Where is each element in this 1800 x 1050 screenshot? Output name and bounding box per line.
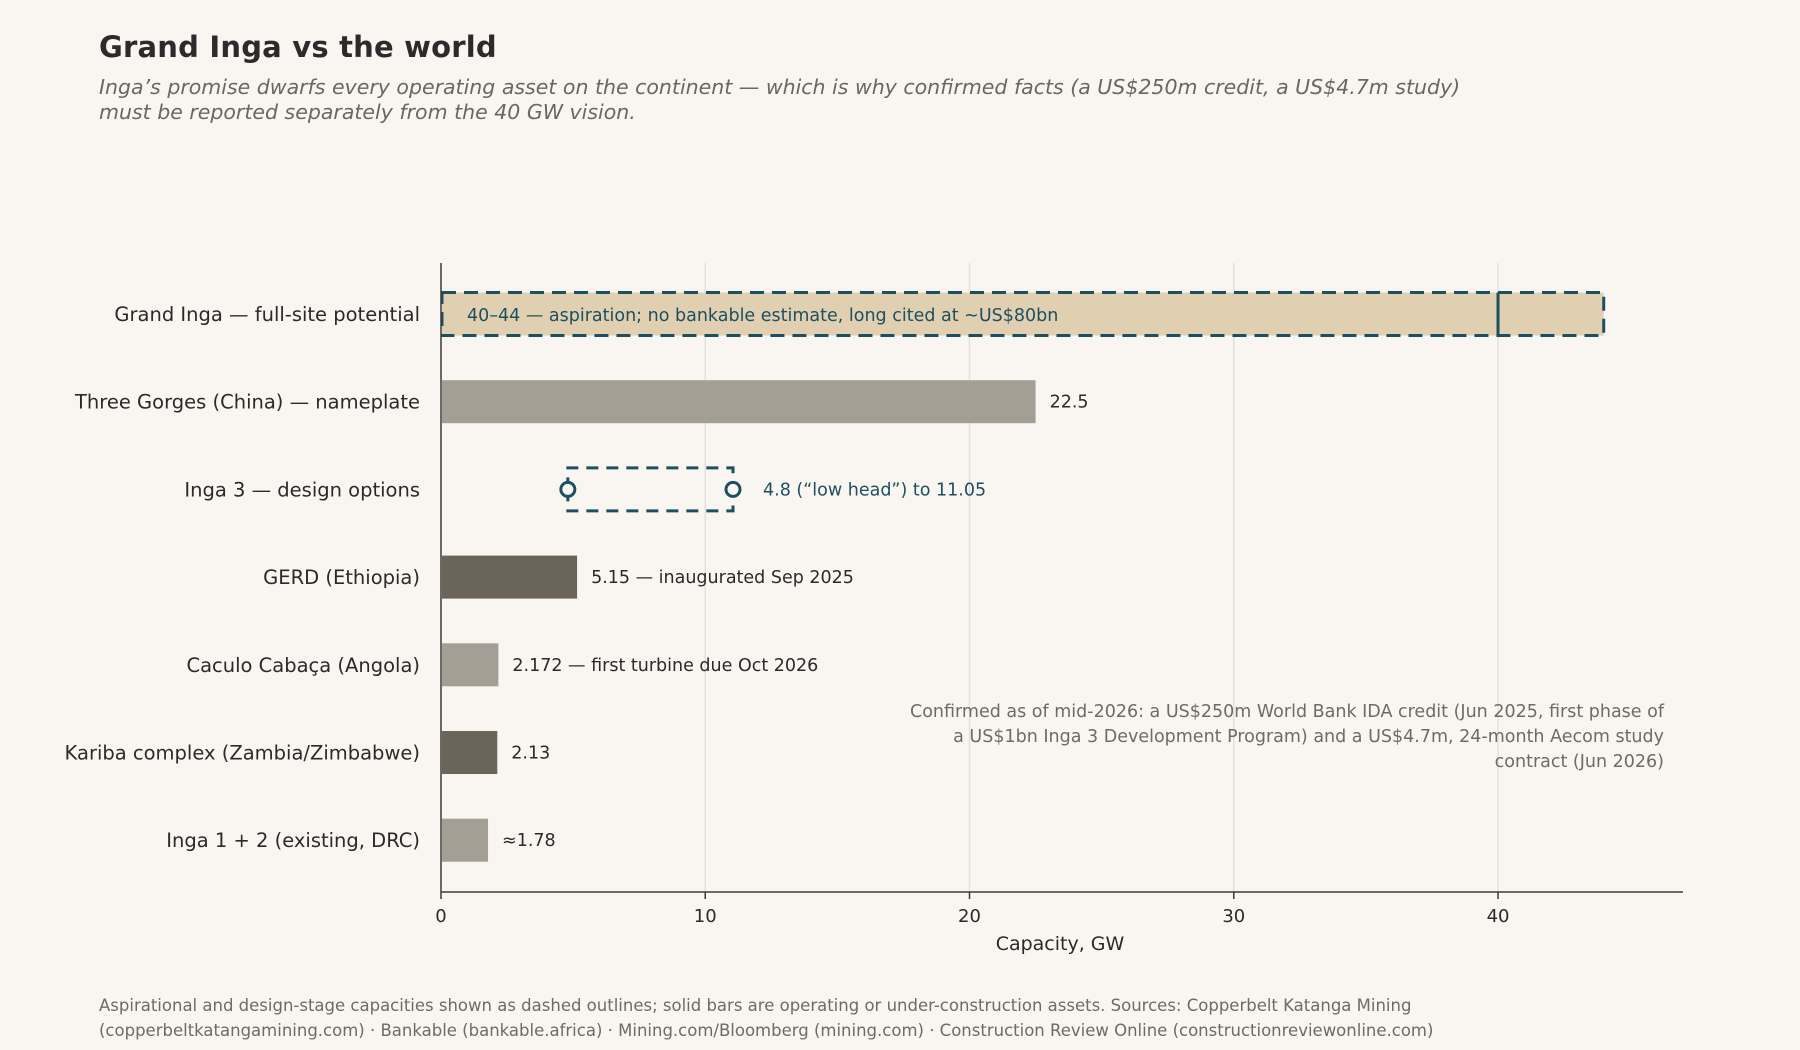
x-axis-label: Capacity, GW [996, 933, 1125, 955]
x-tick-label: 0 [435, 906, 446, 927]
data-label: 22.5 [1050, 393, 1089, 413]
sources-footnote: Aspirational and design-stage capacities… [99, 996, 1434, 1040]
range-inga-3-design-options-upper [566, 466, 735, 490]
x-tick-label: 20 [958, 906, 981, 927]
range-low-point [559, 480, 577, 498]
data-label: ≈1.78 [502, 831, 556, 851]
bar-caculo-caba-a-angola [442, 643, 499, 687]
bar-grand-inga-full-site-potential [440, 291, 1606, 337]
category-label: Inga 1 + 2 (existing, DRC) [166, 829, 420, 852]
bar-inga-1-2-existing-drc [442, 818, 489, 862]
data-label: 2.13 [511, 744, 550, 764]
x-tick-label: 30 [1222, 906, 1245, 927]
chart-title: Grand Inga vs the world [99, 30, 497, 64]
x-tick-label: 10 [694, 906, 717, 927]
bar-kariba-complex-zambia-zimbabwe [442, 731, 498, 774]
x-tick-label: 40 [1487, 906, 1510, 927]
range-inga-3-design-options-lower [566, 489, 735, 513]
bar-three-gorges-china-nameplate [442, 380, 1036, 424]
category-label: Three Gorges (China) — nameplate [74, 391, 420, 414]
category-label: Grand Inga — full-site potential [114, 303, 420, 326]
confirmed-facts-annotation: Confirmed as of mid-2026: a US$250m Worl… [909, 702, 1664, 772]
data-label: 5.15 — inaugurated Sep 2025 [591, 568, 854, 588]
range-high-point [724, 480, 742, 498]
category-label: Caculo Cabaça (Angola) [186, 654, 420, 677]
category-label: GERD (Ethiopia) [263, 566, 420, 589]
bar-gerd-ethiopia [442, 555, 578, 599]
data-label: 2.172 — first turbine due Oct 2026 [512, 656, 818, 676]
category-label: Inga 3 — design options [184, 478, 420, 501]
chart-subtitle: Inga’s promise dwarfs every operating as… [99, 75, 1461, 124]
data-label: 40–44 — aspiration; no bankable estimate… [467, 306, 1058, 326]
category-label: Kariba complex (Zambia/Zimbabwe) [65, 742, 420, 765]
data-label: 4.8 (“low head”) to 11.05 [763, 480, 986, 500]
